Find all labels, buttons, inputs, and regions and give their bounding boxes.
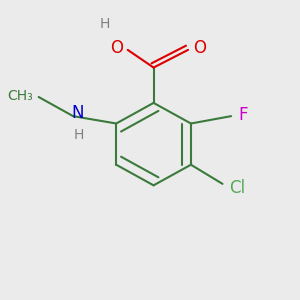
Text: CH₃: CH₃ (7, 88, 33, 103)
Text: H: H (100, 17, 110, 31)
Text: O: O (193, 39, 206, 57)
Text: H: H (74, 128, 84, 142)
Text: F: F (238, 106, 247, 124)
Text: Cl: Cl (229, 179, 245, 197)
Text: N: N (71, 104, 84, 122)
Text: O: O (110, 39, 123, 57)
